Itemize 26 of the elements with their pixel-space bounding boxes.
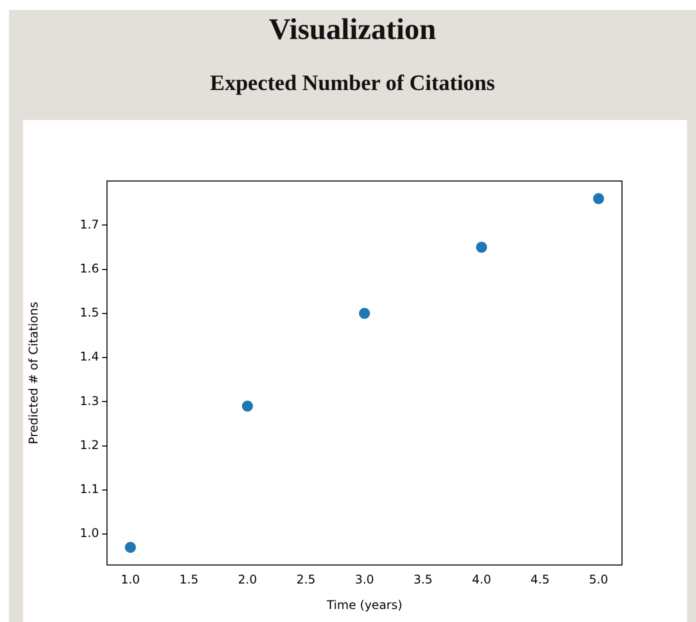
- x-tick-label: 3.0: [354, 572, 374, 586]
- y-tick-label: 1.1: [80, 482, 99, 496]
- point: [124, 542, 136, 553]
- y-axis-title: Predicted # of Citations: [26, 302, 40, 444]
- x-tick-label: 2.0: [238, 572, 257, 586]
- chart-title: Visualization: [268, 12, 438, 48]
- y-tick-label: 1.4: [80, 350, 99, 364]
- y-tick-label: 1.6: [80, 261, 99, 276]
- x-tick-label: 2.5: [296, 572, 316, 586]
- x-tick-label: 4.5: [530, 572, 550, 586]
- x-tick-label: 1.0: [120, 572, 140, 586]
- x-tick-label: 1.5: [179, 572, 198, 586]
- y-tick-label: 1.2: [80, 438, 99, 452]
- x-axis-title: Time (years): [326, 598, 402, 612]
- point: [593, 193, 604, 204]
- y-tick-label: 1.3: [80, 394, 99, 408]
- y-tick-label: 1.7: [80, 217, 99, 232]
- x-tick-label: 4.0: [472, 572, 492, 586]
- chart-subtitle: Expected Number of Citations: [209, 69, 496, 97]
- point: [476, 242, 488, 253]
- y-tick-label: 1.0: [80, 526, 99, 540]
- point: [242, 400, 253, 412]
- x-tick-label: 3.5: [413, 572, 433, 586]
- x-tick-label: 5.0: [589, 572, 608, 586]
- y-tick-label: 1.5: [80, 306, 99, 320]
- point: [359, 308, 370, 319]
